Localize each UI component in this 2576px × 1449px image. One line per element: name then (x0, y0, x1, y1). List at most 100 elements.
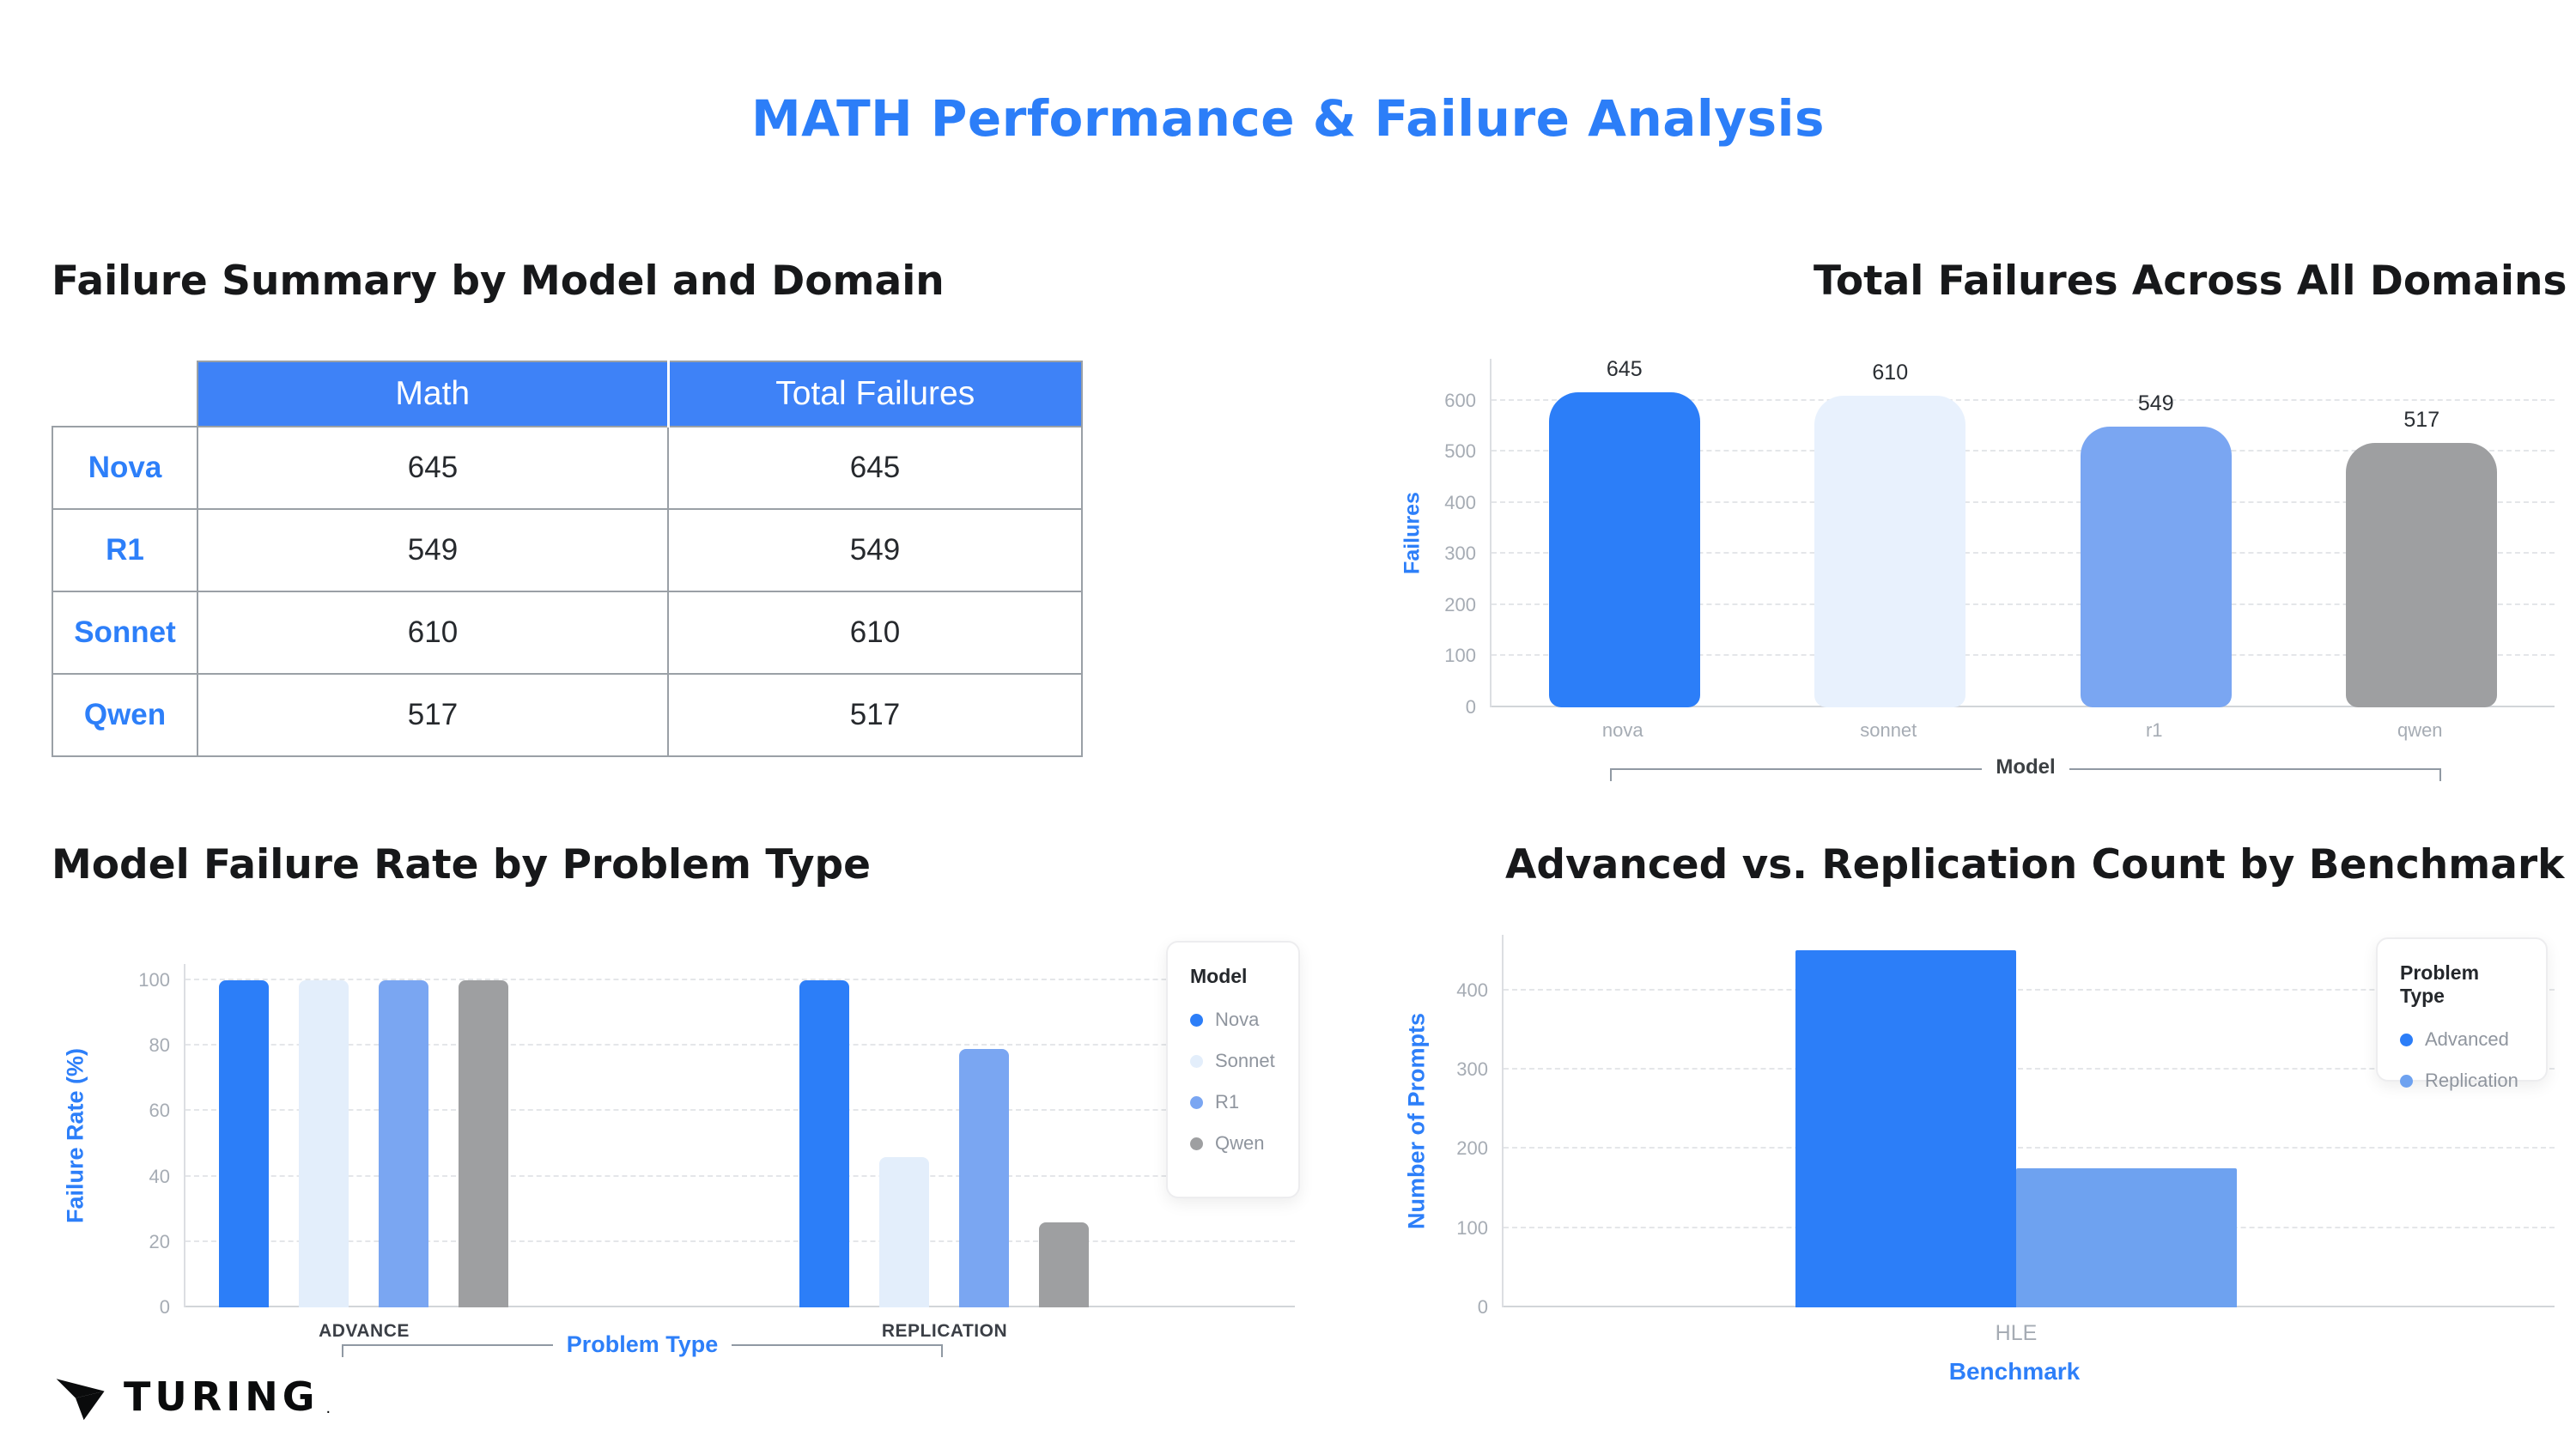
bar-value-label-r1: 549 (2137, 391, 2174, 416)
brand-footer: TURING . (55, 1372, 331, 1422)
bar-hle-replication[interactable] (2016, 1168, 2237, 1307)
chart-benchmark-title: Advanced vs. Replication Count by Benchm… (1505, 841, 2565, 888)
y-tick-label: 40 (149, 1165, 170, 1187)
y-tick-label: 0 (1465, 696, 1476, 718)
y-tick-label: 100 (1444, 645, 1476, 667)
x-tick-hle: HLE (1995, 1321, 2038, 1345)
summary-table-title: Failure Summary by Model and Domain (52, 258, 945, 305)
gridline (1492, 450, 2555, 452)
bar-hle-advanced[interactable] (1795, 950, 2016, 1307)
gridline (1492, 654, 2555, 657)
gridline (185, 1109, 1295, 1112)
bar-slot-sonnet: 610 (1758, 359, 2024, 707)
legend-dot-r1 (1190, 1095, 1203, 1109)
bar-qwen[interactable] (2346, 443, 2498, 707)
legend-item-nova[interactable]: Nova (1190, 1009, 1276, 1031)
gridline (1492, 500, 2555, 503)
legend-label-sonnet: Sonnet (1215, 1050, 1275, 1071)
bar-advance-r1[interactable] (379, 980, 428, 1307)
y-tick-label: 0 (159, 1296, 170, 1318)
x-tick-sonnet: sonnet (1860, 719, 1917, 741)
gridline (1504, 988, 2555, 991)
bracket-line (1610, 768, 1983, 781)
bar-r1[interactable] (2080, 427, 2232, 707)
cell-nova-total: 645 (667, 426, 1083, 510)
cell-r1-total: 549 (667, 508, 1083, 592)
y-tick-label: 20 (149, 1230, 170, 1252)
gridline (1492, 398, 2555, 401)
legend-dot-replication (2400, 1074, 2413, 1088)
bar-sonnet[interactable] (1814, 395, 1966, 707)
cell-r1-math: 549 (197, 508, 669, 592)
bar-value-label-sonnet: 610 (1872, 360, 1909, 385)
bar-advance-nova[interactable] (219, 980, 269, 1307)
y-tick-label: 300 (1456, 1058, 1488, 1080)
bar-advance-qwen[interactable] (459, 980, 508, 1307)
y-tick-label: 200 (1456, 1137, 1488, 1160)
page-title: MATH Performance & Failure Analysis (750, 89, 1826, 148)
legend-dot-sonnet (1190, 1054, 1203, 1068)
bar-replication-nova[interactable] (799, 980, 849, 1307)
benchmark-chart: HLE 0 100 200 300 400 (1456, 935, 2555, 1345)
y-tick-label: 500 (1444, 440, 1476, 463)
x-axis-label-problem-type: Problem Type (566, 1331, 719, 1357)
table-corner-cell (52, 361, 197, 427)
legend-title-model: Model (1190, 965, 1248, 987)
gridline (185, 979, 1295, 981)
gridline (1504, 1067, 2555, 1070)
y-tick-label: 0 (1477, 1296, 1488, 1318)
y-tick-label: 100 (138, 969, 170, 991)
bracket-line (732, 1344, 944, 1357)
bar-replication-r1[interactable] (959, 1049, 1009, 1307)
y-axis-label-failures: Failures (1400, 492, 1425, 574)
legend-dot-nova (1190, 1013, 1203, 1027)
x-tick-nova: nova (1601, 719, 1643, 741)
bar-replication-qwen[interactable] (1039, 1222, 1089, 1307)
table-header-row: Math Total Failures (52, 361, 1083, 427)
x-axis-bracket-model: Model (1610, 757, 2442, 781)
legend-item-qwen[interactable]: Qwen (1190, 1132, 1276, 1155)
chart-total-failures-title: Total Failures Across All Domains (1814, 258, 2567, 305)
cell-qwen-total: 517 (667, 673, 1083, 757)
brand-name: TURING (124, 1373, 319, 1420)
bracket-line (2069, 768, 2442, 781)
x-axis-label-model: Model (1996, 755, 2056, 779)
x-tick-r1: r1 (2145, 719, 2163, 741)
legend-dot-qwen (1190, 1137, 1203, 1150)
legend-problem-type: Problem Type Advanced Replication (2376, 937, 2548, 1091)
gridline (1492, 706, 2555, 707)
bar-value-label-nova: 645 (1606, 357, 1643, 381)
cell-qwen-math: 517 (197, 673, 669, 757)
x-tick-advance: ADVANCE (319, 1321, 410, 1341)
y-tick-label: 400 (1444, 491, 1476, 513)
bar-nova[interactable] (1548, 392, 1700, 707)
legend-label-r1: R1 (1215, 1091, 1240, 1113)
x-axis-bracket-problem-type: Problem Type (342, 1333, 944, 1357)
legend-item-replication[interactable]: Replication (2400, 1070, 2524, 1092)
bar-advance-sonnet[interactable] (299, 980, 349, 1307)
legend-title-problem-type: Problem Type (2400, 961, 2480, 1007)
table-row-sonnet: Sonnet 610 610 (52, 591, 1083, 675)
legend-item-advanced[interactable]: Advanced (2400, 1028, 2524, 1051)
bar-group-advance (219, 964, 508, 1307)
row-label-nova: Nova (52, 426, 198, 510)
brand-trademark: . (325, 1398, 331, 1417)
legend-label-advanced: Advanced (2425, 1028, 2509, 1050)
cell-nova-math: 645 (197, 426, 669, 510)
failure-summary-table: Math Total Failures Nova 645 645 R1 549 … (52, 361, 1083, 757)
row-label-r1: R1 (52, 508, 198, 592)
gridline (185, 1044, 1295, 1046)
gridline (1492, 552, 2555, 555)
legend-item-sonnet[interactable]: Sonnet (1190, 1050, 1276, 1072)
chart-failure-rate-title: Model Failure Rate by Problem Type (52, 841, 871, 888)
cell-sonnet-math: 610 (197, 591, 669, 675)
total-failures-chart: 645 610 549 517 0 100 200 300 400 500 600 (1444, 359, 2555, 717)
total-failures-x-ticks: nova sonnet r1 qwen (1490, 719, 2553, 742)
bar-replication-sonnet[interactable] (879, 1156, 929, 1307)
legend-item-r1[interactable]: R1 (1190, 1091, 1276, 1113)
benchmark-bars (1795, 935, 2237, 1307)
bar-slot-nova: 645 (1492, 359, 1758, 707)
y-axis-label-number-of-prompts: Number of Prompts (1403, 1012, 1430, 1230)
gridline (1504, 1147, 2555, 1149)
bar-value-label-qwen: 517 (2403, 408, 2440, 433)
